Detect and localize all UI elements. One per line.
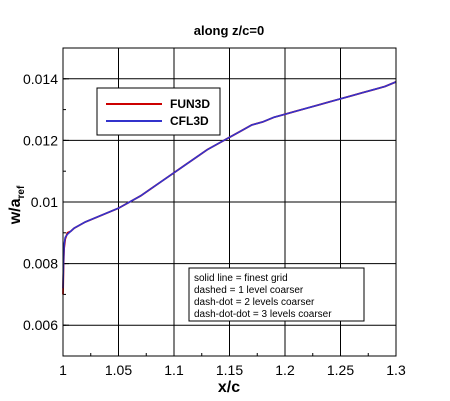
y-tick-label: 0.014 (23, 71, 58, 87)
annotation-line-1: solid line = finest grid (194, 273, 288, 284)
y-axis-label-sub: ref (16, 185, 27, 198)
x-tick-label: 1.3 (386, 362, 406, 378)
y-tick-label: 0.006 (23, 317, 58, 333)
x-tick-label: 1 (59, 362, 67, 378)
series-line-cfl3d (62, 81, 397, 289)
legend-label-cfl3d: CFL3D (170, 114, 209, 128)
plot-frame (62, 47, 397, 357)
x-tick-label: 1.2 (275, 362, 295, 378)
y-tick-label: 0.008 (23, 256, 58, 272)
x-tick-label: 1.05 (105, 362, 132, 378)
series-lines (62, 81, 397, 295)
x-tick-label: 1.15 (216, 362, 243, 378)
legend-box (96, 87, 221, 136)
x-tick-label: 1.25 (327, 362, 354, 378)
y-tick-label: 0.012 (23, 132, 58, 148)
annotation-frame (188, 267, 365, 322)
y-tick-label: 0.01 (31, 194, 58, 210)
annotation-line-4: dash-dot-dot = 3 levels coarser (194, 309, 332, 320)
x-tick-labels: 1 1.05 1.1 1.15 1.2 1.25 1.3 (59, 362, 406, 378)
legend: FUN3D CFL3D (96, 87, 221, 136)
y-tick-labels: 0.006 0.008 0.01 0.012 0.014 (23, 71, 58, 333)
legend-label-fun3d: FUN3D (170, 97, 210, 111)
annotation-box: solid line = finest grid dashed = 1 leve… (188, 267, 365, 322)
annotation-line-3: dash-dot = 2 levels coarser (194, 297, 315, 308)
x-tick-label: 1.1 (164, 362, 184, 378)
y-axis-label-main: w/a (7, 198, 24, 225)
annotation-line-2: dashed = 1 level coarser (194, 285, 304, 296)
x-axis-label: x/c (218, 379, 240, 396)
y-axis-label: w/aref (7, 185, 27, 225)
chart-title: along z/c=0 (194, 23, 264, 38)
